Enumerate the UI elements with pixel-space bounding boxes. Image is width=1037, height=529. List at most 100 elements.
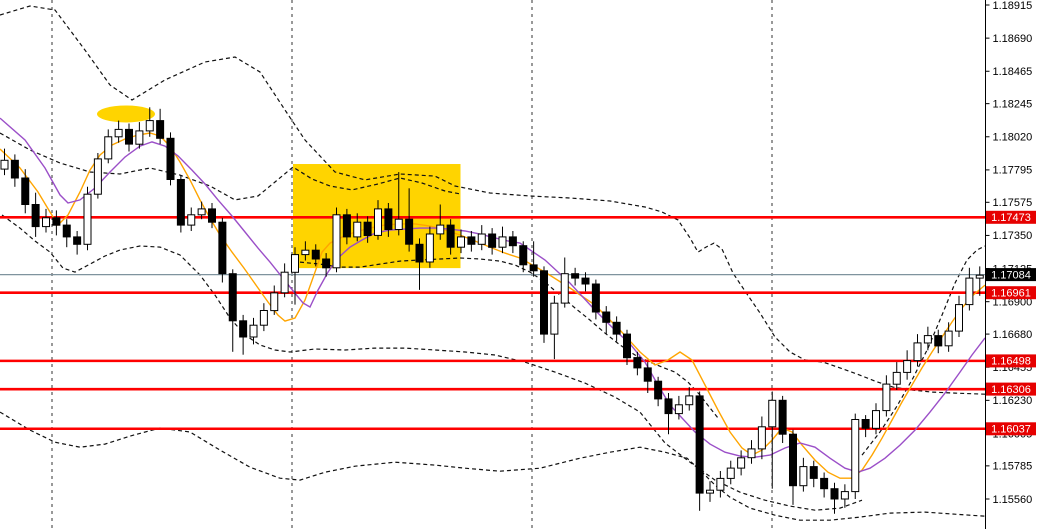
candle-body: [31, 204, 40, 228]
candlestick: [602, 306, 611, 335]
candlestick: [540, 266, 548, 343]
candle-body: [861, 419, 870, 429]
candlestick: [208, 203, 216, 229]
price-level-label[interactable]: 1.16037: [991, 424, 1031, 436]
candle-body: [332, 214, 341, 269]
candle-body: [166, 137, 175, 181]
candle-body: [104, 136, 113, 160]
candle-body: [778, 399, 787, 435]
price-level-label-box[interactable]: [986, 286, 1036, 300]
price-level-label[interactable]: 1.16498: [991, 356, 1031, 368]
candle-body: [851, 419, 860, 493]
candlestick: [332, 207, 341, 273]
candle-body: [176, 179, 185, 226]
candle-body: [872, 410, 880, 429]
price-level-label[interactable]: 1.16961: [991, 288, 1031, 300]
candle-body: [42, 217, 50, 228]
bollinger-upper-right-riser: [861, 245, 986, 456]
current-price-label[interactable]: 1.17084: [991, 269, 1031, 281]
candle-body: [457, 236, 465, 248]
candle-body: [623, 333, 631, 359]
candlestick: [0, 148, 9, 176]
candlestick: [674, 395, 683, 420]
candle-body: [21, 177, 30, 205]
price-level-label-box[interactable]: [986, 210, 1036, 224]
candle-body: [301, 249, 310, 256]
current-price-label-box[interactable]: [986, 268, 1036, 282]
axis-tick-label: 1.15785: [993, 461, 1033, 473]
candle-body: [882, 383, 891, 412]
candlestick: [10, 154, 19, 187]
candlestick: [311, 244, 320, 267]
candle-body: [643, 367, 652, 382]
candlestick: [975, 266, 984, 296]
candle-body: [498, 236, 507, 248]
candlestick: [145, 107, 154, 137]
candlestick: [809, 460, 818, 488]
candle-body: [83, 193, 92, 245]
candle-body: [975, 274, 984, 279]
candlestick: [62, 219, 71, 248]
price-level-label[interactable]: 1.16306: [991, 384, 1031, 396]
axis-tick-label: 1.16680: [993, 329, 1033, 341]
candle-body: [135, 130, 144, 145]
candlestick: [706, 481, 714, 502]
candle-body: [529, 264, 538, 272]
bollinger-middle: [299, 257, 719, 419]
candlestick: [778, 395, 787, 443]
candle-body: [581, 277, 590, 285]
candlestick: [166, 132, 175, 186]
candle-body: [540, 270, 548, 335]
candle-body: [467, 236, 476, 245]
candle-body: [374, 208, 382, 236]
candle-body: [405, 218, 414, 245]
candlestick: [21, 169, 30, 214]
candlestick: [446, 219, 455, 255]
price-level-label-box[interactable]: [986, 422, 1036, 436]
candle-body: [706, 489, 714, 494]
candlestick: [923, 326, 932, 351]
axis-tick-label: 1.18465: [993, 66, 1033, 78]
candlestick: [695, 391, 704, 511]
candlestick: [176, 175, 185, 233]
candlestick: [768, 391, 777, 489]
highlight-ellipse[interactable]: [97, 105, 155, 123]
candlestick: [156, 108, 165, 145]
candlestick: [799, 457, 808, 492]
candlestick: [280, 263, 289, 298]
candle-body: [571, 273, 580, 279]
candlestick: [42, 208, 50, 233]
candlestick: [425, 226, 434, 268]
candlestick: [965, 267, 974, 311]
candle-body: [10, 159, 19, 179]
candle-body: [654, 380, 663, 400]
candle-body: [809, 466, 818, 479]
candlestick: [83, 186, 92, 251]
axis-tick-label: 1.16900: [993, 296, 1033, 308]
candle-body: [322, 258, 331, 269]
candle-body: [239, 320, 248, 338]
candlestick: [913, 334, 922, 367]
candlestick: [747, 440, 756, 464]
candlestick: [830, 482, 839, 514]
candlestick: [187, 207, 196, 231]
price-level-label[interactable]: 1.17473: [991, 212, 1031, 224]
candlestick: [685, 387, 694, 411]
price-level-label-box[interactable]: [986, 382, 1036, 396]
candlestick: [789, 429, 797, 505]
candle-body: [353, 221, 362, 238]
candle-body: [425, 233, 434, 263]
candlestick: [93, 153, 102, 199]
candlestick: [31, 192, 40, 237]
axis-tick-label: 1.18020: [993, 132, 1033, 144]
candle-body: [560, 273, 569, 304]
candlestick: [197, 201, 206, 220]
candlestick: [477, 225, 486, 251]
candlestick: [550, 295, 559, 360]
candle-body: [384, 208, 393, 230]
price-level-label-box[interactable]: [986, 354, 1036, 368]
candlestick: [519, 241, 528, 273]
candle-body: [591, 283, 600, 313]
